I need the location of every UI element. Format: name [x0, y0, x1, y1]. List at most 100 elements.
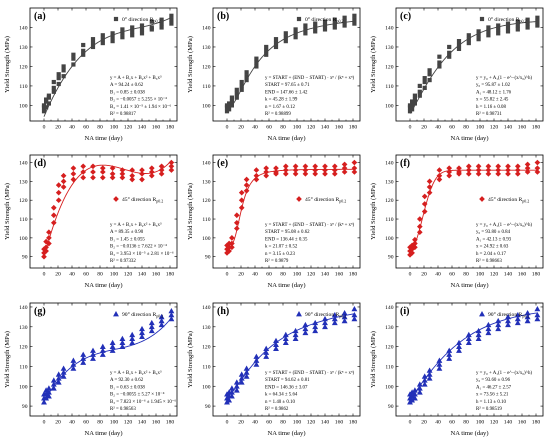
data-point: [109, 339, 116, 346]
data-point: [534, 315, 541, 322]
x-axis-title: NA time (day): [84, 430, 122, 437]
data-point: [322, 163, 328, 170]
data-point: [148, 327, 155, 334]
y-tick-label: 100: [19, 384, 28, 390]
x-tick-label: 140: [138, 272, 147, 278]
data-point: [159, 21, 164, 26]
data-point: [322, 170, 328, 177]
data-point: [149, 19, 154, 24]
data-point: [80, 351, 87, 357]
data-point: [421, 201, 428, 207]
data-point: [139, 333, 145, 340]
fit-equation-line: START = 97.65 ± 0.71: [265, 83, 310, 88]
panel-c: 0 20 40 60 80 100 120 140 160 180 100 110 120 130 140 N…: [370, 7, 544, 142]
data-point: [292, 335, 299, 342]
data-point: [409, 250, 415, 256]
fit-equation-line: B₂ = −0.0057 ± 5.255 × 10⁻⁴: [110, 97, 167, 103]
data-point: [244, 74, 249, 79]
fit-equation-line: END = 147.66 ± 1.42: [265, 90, 308, 95]
x-tick-label: 40: [252, 125, 258, 131]
data-point: [422, 85, 427, 90]
data-point: [99, 347, 106, 353]
x-axis-title: NA time (day): [267, 135, 305, 142]
y-tick-label: 110: [385, 217, 393, 223]
fit-equation-line: y = A + B₁x + B₂x² + B₃x³: [110, 75, 162, 81]
data-point: [514, 167, 521, 173]
data-point: [99, 343, 106, 349]
data-point: [447, 54, 452, 59]
fit-equation-line: R² = 0.98899: [265, 111, 291, 117]
data-point: [427, 72, 432, 77]
data-point: [417, 83, 422, 89]
fit-equation-line: R² = 0.98663: [476, 258, 502, 264]
data-point: [292, 331, 299, 338]
x-tick-label: 40: [69, 420, 75, 426]
data-point: [148, 319, 155, 326]
x-tick-label: 140: [321, 272, 330, 278]
y-tick-label: 90: [205, 255, 211, 261]
data-point: [45, 389, 52, 395]
data-point: [535, 23, 540, 28]
data-point: [244, 77, 249, 83]
legend-marker: [296, 311, 302, 317]
data-point: [524, 317, 531, 324]
fit-equation-line: k = 64.34 ± 5.64: [265, 393, 298, 398]
data-area: [224, 306, 358, 405]
data-point: [437, 64, 442, 69]
data-point: [313, 29, 318, 34]
data-point: [456, 39, 462, 44]
y-tick-label: 140: [202, 161, 211, 167]
data-point: [130, 25, 135, 30]
data-point: [273, 170, 279, 177]
fit-equation-line: y = START + (END − START) · xⁿ / (kⁿ + x…: [265, 223, 355, 228]
data-point: [421, 208, 428, 215]
data-point: [233, 379, 240, 385]
plot-frame: [29, 154, 178, 269]
data-point: [158, 167, 165, 173]
x-tick-label: 60: [266, 420, 272, 426]
data-point: [505, 25, 511, 30]
data-point: [44, 97, 49, 102]
data-point: [312, 319, 319, 326]
data-point: [312, 163, 319, 170]
data-point: [410, 99, 415, 104]
x-tick-label: 100: [110, 272, 119, 278]
data-point: [341, 309, 348, 316]
data-point: [109, 170, 116, 177]
y-tick-label: 130: [19, 45, 28, 51]
data-point: [524, 313, 531, 320]
data-point: [273, 165, 279, 172]
data-point: [525, 21, 530, 26]
data-point: [51, 79, 56, 85]
data-point: [158, 313, 165, 320]
legend-subscript: p0.2: [156, 199, 163, 204]
data-point: [148, 165, 155, 172]
x-tick-label: 160: [335, 420, 344, 426]
y-axis-title: Yield Strength (MPa): [370, 183, 377, 240]
data-point: [313, 21, 318, 26]
x-tick-label: 20: [421, 272, 427, 278]
data-point: [254, 64, 259, 69]
x-tick-label: 0: [409, 272, 412, 278]
data-point: [465, 339, 472, 346]
fit-equation-line: R² = 0.98817: [110, 111, 136, 117]
data-point: [446, 172, 453, 179]
plot-frame: [29, 302, 178, 417]
data-point: [158, 163, 165, 170]
x-tick-label: 40: [69, 272, 75, 278]
panel-d: 0 20 40 60 80 100 120 140 160 180 90 100 110 120 130 14…: [4, 154, 178, 289]
data-point: [282, 170, 289, 177]
data-point: [110, 31, 115, 36]
data-point: [495, 317, 502, 324]
plot-frame: [395, 7, 544, 122]
x-tick-label: 60: [449, 420, 455, 426]
x-axis-title: NA time (day): [267, 282, 305, 289]
data-point: [50, 204, 57, 211]
data-point: [416, 385, 423, 391]
data-point: [456, 42, 462, 48]
data-point: [51, 85, 56, 90]
data-point: [525, 17, 530, 22]
y-axis-title: Yield Strength (MPa): [4, 183, 11, 240]
y-tick-label: 130: [385, 179, 394, 185]
data-point: [273, 44, 279, 50]
